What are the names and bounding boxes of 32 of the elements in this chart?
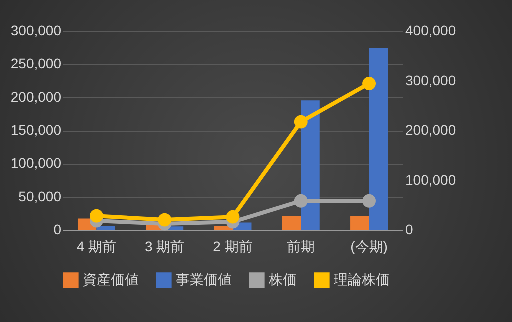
y-tick-label: 50,000 xyxy=(18,188,62,204)
y2-tick-label: 400,000 xyxy=(406,22,456,38)
bar xyxy=(96,226,116,230)
point xyxy=(294,115,308,129)
bar xyxy=(369,48,388,230)
y-tick-label: 100,000 xyxy=(10,155,62,172)
y2-tick-label: 100,000 xyxy=(406,172,456,188)
x-tick-label: 3 期前 xyxy=(145,238,185,254)
point xyxy=(362,194,376,208)
x-tick-label: 2 期前 xyxy=(213,238,253,254)
legend-label: 事業価値 xyxy=(176,271,232,288)
point xyxy=(226,210,240,224)
x-tick-label: 前期 xyxy=(287,238,316,254)
y-tick-label: 200,000 xyxy=(10,88,62,105)
legend-label: 資産価値 xyxy=(83,271,139,288)
x-tick-label: (今期) xyxy=(350,238,388,254)
y-tick-label: 0 xyxy=(54,222,62,238)
bar xyxy=(282,216,302,230)
point xyxy=(362,77,376,90)
y2-tick-label: 200,000 xyxy=(406,122,456,138)
bar xyxy=(350,216,370,230)
y-tick-label: 250,000 xyxy=(10,56,62,72)
y2-tick-label: 0 xyxy=(406,222,414,238)
legend-label: 株価 xyxy=(268,271,297,288)
point xyxy=(158,213,172,227)
y-tick-label: 150,000 xyxy=(10,122,62,138)
x-tick-label: 4 期前 xyxy=(76,238,117,254)
point xyxy=(294,194,308,208)
point xyxy=(90,209,104,223)
y-tick-label: 300,000 xyxy=(10,22,62,38)
legend-label: 理論株価 xyxy=(334,271,390,288)
y2-tick-label: 300,000 xyxy=(406,72,456,88)
